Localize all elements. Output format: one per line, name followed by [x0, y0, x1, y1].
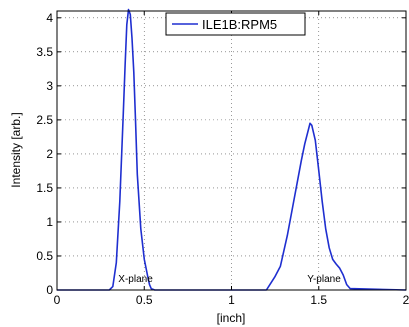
grid — [57, 11, 406, 290]
x-tick-label-1: 0.5 — [136, 293, 153, 307]
y-tick-label-5: 2.5 — [36, 113, 53, 127]
series-line-0 — [57, 8, 407, 291]
y-tick-label-2: 1 — [46, 215, 53, 229]
y-tick-label-1: 0.5 — [36, 249, 53, 263]
x-tick-label-3: 1.5 — [310, 293, 327, 307]
axis-ticks: 0 0.5 1 1.5 2 0 0.5 1 1.5 2 2.5 3 3.5 4 — [36, 11, 409, 307]
plot-area — [57, 11, 406, 290]
legend-box — [165, 12, 306, 36]
x-tick-label-2: 1 — [228, 293, 235, 307]
y-tick-label-8: 4 — [46, 11, 53, 25]
y-tick-label-0: 0 — [46, 283, 53, 297]
annotation-0: X-plane — [118, 274, 153, 285]
y-tick-label-6: 3 — [46, 79, 53, 93]
y-tick-label-4: 2 — [46, 147, 53, 161]
y-tick-label-3: 1.5 — [36, 181, 53, 195]
annotations: X-plane Y-plane — [118, 274, 341, 285]
x-axis-label: [inch] — [217, 311, 246, 325]
annotation-1: Y-plane — [307, 274, 341, 285]
legend-label-0: ILE1B:RPM5 — [202, 17, 277, 32]
x-tick-label-4: 2 — [403, 293, 409, 307]
legend: ILE1B:RPM5 — [165, 12, 306, 36]
data-lines — [57, 8, 407, 291]
x-tick-label-0: 0 — [54, 293, 61, 307]
y-axis-label: Intensity [arb.] — [9, 112, 23, 187]
y-tick-label-7: 3.5 — [36, 45, 53, 59]
